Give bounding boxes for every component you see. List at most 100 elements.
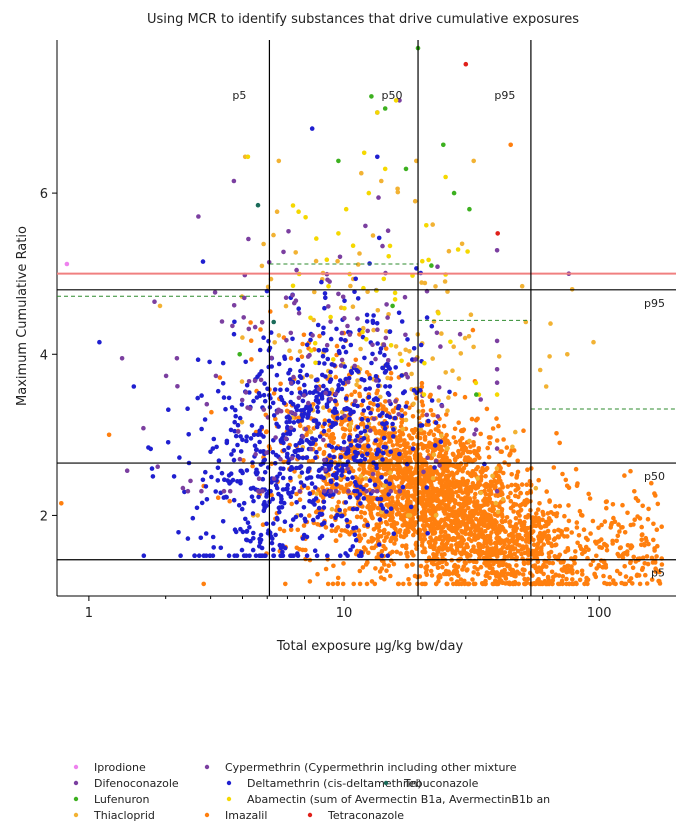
data-point <box>524 580 530 586</box>
data-point <box>384 421 389 426</box>
data-point <box>381 404 386 409</box>
data-point <box>201 581 206 587</box>
data-point <box>525 467 530 473</box>
data-point <box>482 483 487 488</box>
data-point <box>599 537 604 542</box>
data-point <box>241 458 246 463</box>
data-point <box>405 337 410 342</box>
data-point <box>403 543 409 548</box>
data-point <box>456 573 461 578</box>
data-point <box>390 549 395 555</box>
legend-label: Tetraconazole <box>327 809 404 822</box>
legend-marker <box>73 796 79 802</box>
data-point <box>463 527 469 533</box>
data-point <box>413 491 419 497</box>
data-point <box>387 436 392 441</box>
data-point <box>485 571 491 576</box>
data-point <box>257 428 263 434</box>
data-point <box>617 571 623 577</box>
data-point <box>239 547 245 553</box>
data-point <box>539 535 544 540</box>
data-point <box>452 391 458 397</box>
data-point <box>453 439 459 445</box>
data-point <box>555 534 561 539</box>
data-point <box>610 541 615 546</box>
data-point <box>396 412 402 417</box>
data-point <box>287 348 292 354</box>
data-point <box>386 531 391 536</box>
data-point <box>419 380 425 386</box>
data-point <box>459 241 465 247</box>
data-point <box>388 370 394 376</box>
data-point <box>472 510 478 515</box>
data-point <box>653 493 658 498</box>
data-point <box>377 350 383 355</box>
data-point <box>432 526 437 532</box>
data-point <box>284 338 289 343</box>
data-point <box>482 540 487 545</box>
data-point <box>386 358 391 363</box>
data-point <box>416 409 422 414</box>
data-point <box>215 495 221 501</box>
data-point <box>304 553 310 558</box>
data-point <box>214 444 219 450</box>
data-point <box>547 560 552 566</box>
data-point <box>395 189 401 195</box>
data-point <box>410 519 416 524</box>
data-point <box>473 516 479 522</box>
data-point <box>515 548 521 554</box>
data-point <box>652 546 657 551</box>
data-point <box>444 561 449 567</box>
data-point <box>400 484 406 490</box>
data-point <box>373 430 379 436</box>
data-point <box>494 367 500 372</box>
data-point <box>611 581 617 586</box>
data-point <box>203 484 209 489</box>
data-point <box>266 364 272 370</box>
data-point <box>348 547 353 553</box>
data-point <box>271 476 277 482</box>
data-point <box>306 409 312 415</box>
data-point <box>494 248 500 253</box>
data-point <box>408 479 414 485</box>
data-point <box>291 374 296 380</box>
data-point <box>298 480 304 485</box>
data-point <box>255 513 260 518</box>
data-point <box>412 469 418 475</box>
data-point <box>278 553 283 558</box>
data-point <box>574 525 580 530</box>
data-point <box>294 267 299 273</box>
data-point <box>257 536 262 542</box>
data-point <box>653 566 658 571</box>
data-point <box>301 393 307 398</box>
data-point <box>505 484 511 489</box>
data-point <box>377 431 383 436</box>
data-point <box>349 392 354 398</box>
data-point <box>506 494 511 500</box>
data-point <box>439 499 444 505</box>
data-point <box>196 214 201 219</box>
data-point <box>397 488 403 494</box>
data-point <box>366 550 371 556</box>
data-point <box>380 410 385 416</box>
data-point <box>449 491 454 496</box>
data-point <box>400 523 406 528</box>
data-point <box>363 386 369 392</box>
data-point <box>504 445 510 450</box>
data-point <box>596 525 601 531</box>
data-point <box>304 342 310 348</box>
data-point <box>316 505 322 511</box>
data-point <box>327 493 333 499</box>
data-point <box>334 482 339 487</box>
data-point <box>388 573 393 579</box>
data-point <box>518 490 523 496</box>
data-point <box>479 470 485 475</box>
data-point <box>320 372 325 378</box>
data-point <box>400 478 406 484</box>
data-point <box>431 448 436 454</box>
data-point <box>483 523 489 528</box>
y-axis-label: Maximum Cumulative Ratio <box>15 226 30 406</box>
data-point <box>352 488 357 494</box>
data-point <box>373 378 379 383</box>
data-point <box>289 390 294 396</box>
